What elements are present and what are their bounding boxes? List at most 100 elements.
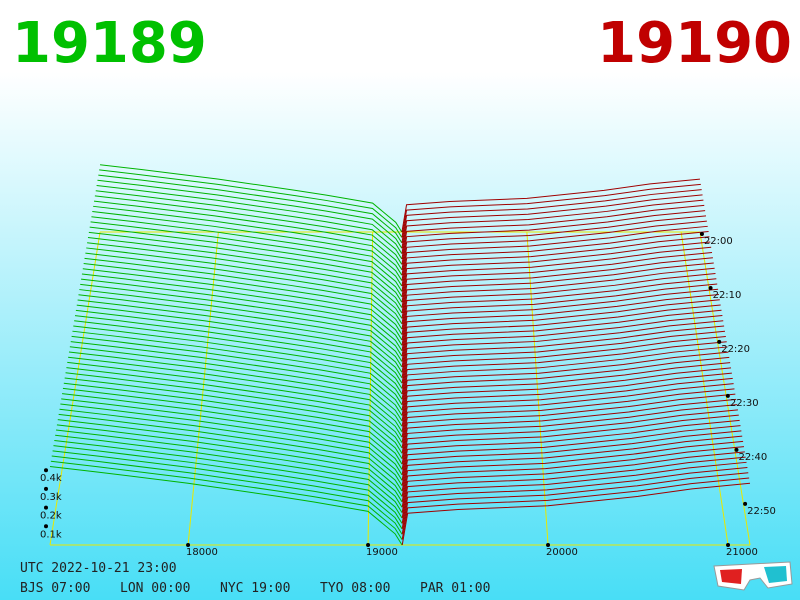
bid-depth-line (99, 169, 403, 238)
ask-depth-line (401, 257, 713, 314)
ask-depth-line (401, 189, 702, 243)
x-tick-mark (546, 543, 551, 547)
bid-depth-line (62, 387, 403, 465)
bid-depth-line (97, 179, 403, 249)
bid-depth-line (96, 185, 403, 254)
bid-depth-line (91, 216, 403, 287)
x-tick-label: 20000 (546, 547, 578, 558)
bid-depth-line (74, 320, 403, 395)
ask-depth-line (401, 356, 730, 416)
ask-depth-line (401, 252, 713, 308)
bid-depth-line (95, 190, 403, 260)
zone-time: NYC 19:00 (220, 581, 290, 596)
bid-depth-line (55, 429, 403, 508)
bid-depth-line (50, 460, 403, 540)
bid-price: 19189 (12, 11, 207, 76)
bid-depth-line (55, 434, 403, 513)
ask-depth-line (401, 246, 712, 303)
t-tick-mark (708, 285, 713, 290)
bid-depth-line (63, 382, 403, 459)
ask-depth-line (401, 273, 716, 330)
zone-time: TYO 08:00 (320, 581, 390, 596)
z-tick-label: 0.3k (40, 492, 62, 503)
bid-depth-line (79, 289, 403, 362)
ask-depth-line (401, 210, 706, 265)
ask-depth-line (401, 236, 710, 292)
z-tick-mark (44, 468, 48, 473)
ask-depth-line (401, 278, 717, 335)
ask-depth-line (401, 309, 722, 367)
bid-depth-line (80, 283, 403, 357)
bid-depth-line (60, 403, 403, 481)
ask-depth-line (401, 393, 736, 454)
z-tick-label: 0.4k (40, 473, 62, 484)
ask-price: 19190 (597, 11, 792, 76)
ask-depth-line (401, 419, 740, 481)
t-tick-mark (743, 501, 748, 506)
ask-depth-line (401, 383, 734, 443)
t-tick-label: 22:20 (721, 344, 750, 355)
bid-depth-line (53, 445, 403, 524)
ask-depth-line (401, 231, 709, 287)
ask-depth-line (401, 225, 708, 281)
ask-depth-line (401, 351, 729, 411)
ask-depth-line (401, 241, 711, 297)
ask-depth-line (401, 335, 726, 394)
t-tick-label: 22:30 (730, 398, 759, 409)
ask-depth-line (401, 472, 749, 535)
ask-depth-line (401, 477, 750, 540)
ask-depth-line (401, 262, 714, 319)
bid-depth-line (87, 242, 403, 314)
ask-depth-line (401, 451, 745, 513)
zone-time: LON 00:00 (120, 581, 190, 596)
bid-depth-line (90, 221, 403, 292)
ask-depth-line (401, 398, 737, 459)
bid-depth-line (88, 231, 403, 303)
ask-depth-line (401, 377, 733, 438)
bid-depth-line (56, 424, 403, 503)
bid-depth-line (85, 252, 403, 325)
ask-depth-line (401, 283, 718, 341)
bid-depth-line (76, 304, 403, 378)
ask-depth-line (401, 204, 705, 260)
bid-depth-line (75, 309, 403, 384)
t-tick-label: 22:10 (713, 290, 742, 301)
bid-depth-line (58, 413, 403, 492)
ask-depth-line (401, 467, 748, 529)
ask-depth-line (401, 215, 707, 270)
bid-depth-line (99, 164, 403, 233)
bid-depth-line (81, 278, 403, 351)
ask-depth-line (401, 330, 726, 389)
bid-depth-line (68, 356, 403, 432)
ask-depth-line (401, 341, 727, 400)
bid-depth-line (67, 361, 403, 438)
x-tick-mark (366, 543, 371, 547)
grid-line (680, 231, 729, 546)
t-tick-mark (699, 232, 704, 236)
t-tick-mark (734, 447, 739, 452)
x-tick-label: 19000 (366, 547, 398, 558)
time-zones: BJS 07:00 LON 00:00 NYC 19:00 TYO 08:00 PAR … (20, 581, 490, 596)
ask-depth-line (401, 430, 742, 492)
bid-depth-line (94, 195, 403, 265)
ask-depth-line (401, 346, 728, 405)
ask-depth-line (401, 367, 732, 427)
bid-depth-line (71, 335, 403, 411)
bid-depth-line (86, 247, 403, 319)
3d-glasses-icon[interactable] (713, 561, 793, 591)
ask-depth-line (401, 267, 715, 324)
ask-depth-line (401, 404, 738, 465)
grid-line (187, 231, 219, 546)
bid-depth-line (51, 455, 403, 535)
ask-depth-line (401, 372, 732, 432)
bid-depth-line (89, 226, 403, 298)
bid-depth-line (66, 367, 403, 443)
ask-depth-line (401, 183, 701, 238)
z-tick-mark (44, 505, 48, 510)
ask-depth-line (401, 299, 720, 357)
bid-depth-line (54, 439, 403, 519)
x-tick-label: 21000 (726, 547, 758, 558)
ask-depth-line (401, 194, 703, 249)
ask-depth-line (401, 304, 721, 362)
